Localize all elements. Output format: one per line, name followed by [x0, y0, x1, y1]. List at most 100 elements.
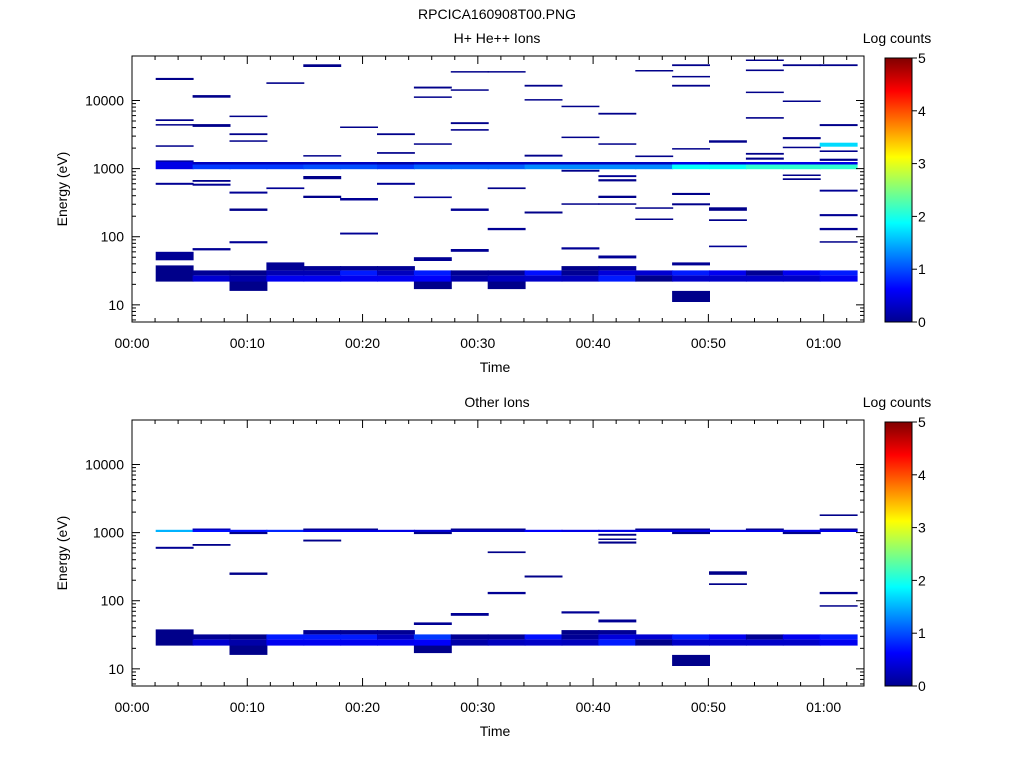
heatmap-cell	[819, 124, 858, 127]
heatmap-cell	[745, 117, 784, 119]
heatmap-cell	[487, 164, 526, 170]
heatmap-cells	[155, 514, 858, 666]
heatmap-cell	[598, 270, 637, 276]
heatmap-cell	[745, 270, 784, 276]
colorbar-tick-label: 4	[918, 467, 926, 483]
heatmap-cell	[266, 187, 305, 190]
heatmap-cell	[377, 162, 415, 165]
heatmap-cell	[561, 266, 600, 271]
heatmap-cell	[340, 639, 378, 646]
y-axis-label: Energy (eV)	[54, 152, 70, 227]
x-tick-label: 00:20	[345, 699, 380, 715]
colorbar	[884, 421, 913, 687]
heatmap-cell	[413, 529, 452, 532]
figure-title: RPCICA160908T00.PNG	[418, 6, 576, 22]
heatmap-cell	[745, 69, 784, 72]
heatmap-cell	[413, 622, 452, 625]
heatmap-cell	[487, 275, 526, 282]
heatmap-cell	[598, 175, 637, 178]
heatmap-cell	[709, 207, 747, 211]
heatmap-cell	[561, 164, 600, 170]
heatmap-cell	[672, 275, 710, 282]
colorbar-ticks: 0 1 2 3 4 5	[912, 414, 926, 694]
heatmap-cell	[155, 77, 194, 80]
heatmap-cell	[266, 82, 305, 84]
heatmap-cell	[192, 544, 231, 546]
heatmap-cell	[413, 270, 452, 276]
heatmap-cell	[266, 162, 305, 165]
heatmap-cell	[155, 529, 194, 532]
heatmap-cell	[340, 162, 378, 165]
heatmap-cell	[229, 645, 268, 655]
heatmap-cell	[524, 164, 563, 170]
heatmap-cell	[450, 208, 489, 211]
heatmap-cell	[487, 591, 526, 595]
heatmap-cell	[155, 124, 194, 126]
heatmap-cell	[561, 611, 600, 614]
heatmap-cell	[229, 634, 268, 640]
x-tick-label: 00:30	[460, 335, 495, 351]
heatmap-cell	[377, 266, 415, 271]
heatmap-cell	[819, 270, 858, 276]
heatmap-cell	[192, 270, 231, 276]
heatmap-cell	[635, 164, 674, 170]
heatmap-cell	[819, 164, 858, 170]
heatmap-cell	[155, 629, 194, 646]
heatmap-cell	[635, 275, 674, 282]
heatmap-cell	[155, 265, 194, 282]
x-tick-label: 00:10	[230, 335, 265, 351]
heatmap-cell	[819, 241, 858, 243]
heatmap-cell	[487, 634, 526, 640]
heatmap-cell	[229, 270, 268, 276]
heatmap-cell	[524, 575, 563, 578]
heatmap-cell	[524, 99, 563, 101]
heatmap-cell	[229, 140, 268, 142]
heatmap-cell	[340, 270, 378, 276]
heatmap-cell	[819, 634, 858, 640]
heatmap-cell	[819, 528, 858, 530]
colorbar-tick-label: 1	[918, 261, 926, 277]
heatmap-cell	[229, 532, 268, 535]
heatmap-cell	[155, 119, 194, 121]
heatmap-cell	[303, 266, 342, 271]
heatmap-cell	[303, 64, 342, 67]
heatmap-cell	[303, 634, 342, 640]
heatmap-cell	[450, 639, 489, 646]
heatmap-cell	[377, 630, 415, 635]
heatmap-cell	[819, 64, 858, 67]
heatmap-cell	[635, 70, 674, 72]
heatmap-cell	[266, 639, 305, 646]
heatmap-cell	[303, 270, 342, 276]
heatmap-cell	[819, 158, 858, 161]
heatmap-cell	[413, 257, 452, 261]
heatmap-cell	[561, 639, 600, 646]
heatmap-cell	[745, 152, 784, 155]
heatmap-cell	[709, 162, 747, 165]
x-tick-label: 00:20	[345, 335, 380, 351]
heatmap-cell	[819, 162, 858, 165]
x-tick-label: 00:30	[460, 699, 495, 715]
heatmap-cell	[709, 245, 747, 248]
colorbar	[884, 57, 913, 323]
heatmap-cell	[413, 143, 452, 145]
heatmap-cell	[672, 270, 710, 276]
heatmap-cell	[672, 148, 710, 150]
heatmap-cell	[303, 164, 342, 170]
heatmap-cell	[303, 639, 342, 646]
heatmap-cell	[340, 275, 378, 282]
heatmap-cell	[303, 529, 342, 532]
heatmap-cell	[672, 262, 710, 266]
heatmap-cell	[819, 214, 858, 217]
heatmap-cell	[598, 143, 637, 145]
x-tick-label: 01:00	[806, 335, 841, 351]
x-tick-label: 00:00	[114, 699, 149, 715]
heatmap-cell	[413, 281, 452, 290]
heatmap-cell	[598, 639, 637, 646]
heatmap-cell	[561, 275, 600, 282]
heatmap-cell	[782, 100, 821, 102]
x-axis-ticks: 00:00 00:10 00:20 00:30 00:40 00:50 01:00	[114, 56, 848, 351]
heatmap-cell	[450, 164, 489, 170]
heatmap-cell	[782, 270, 821, 276]
heatmap-cell	[782, 174, 821, 176]
